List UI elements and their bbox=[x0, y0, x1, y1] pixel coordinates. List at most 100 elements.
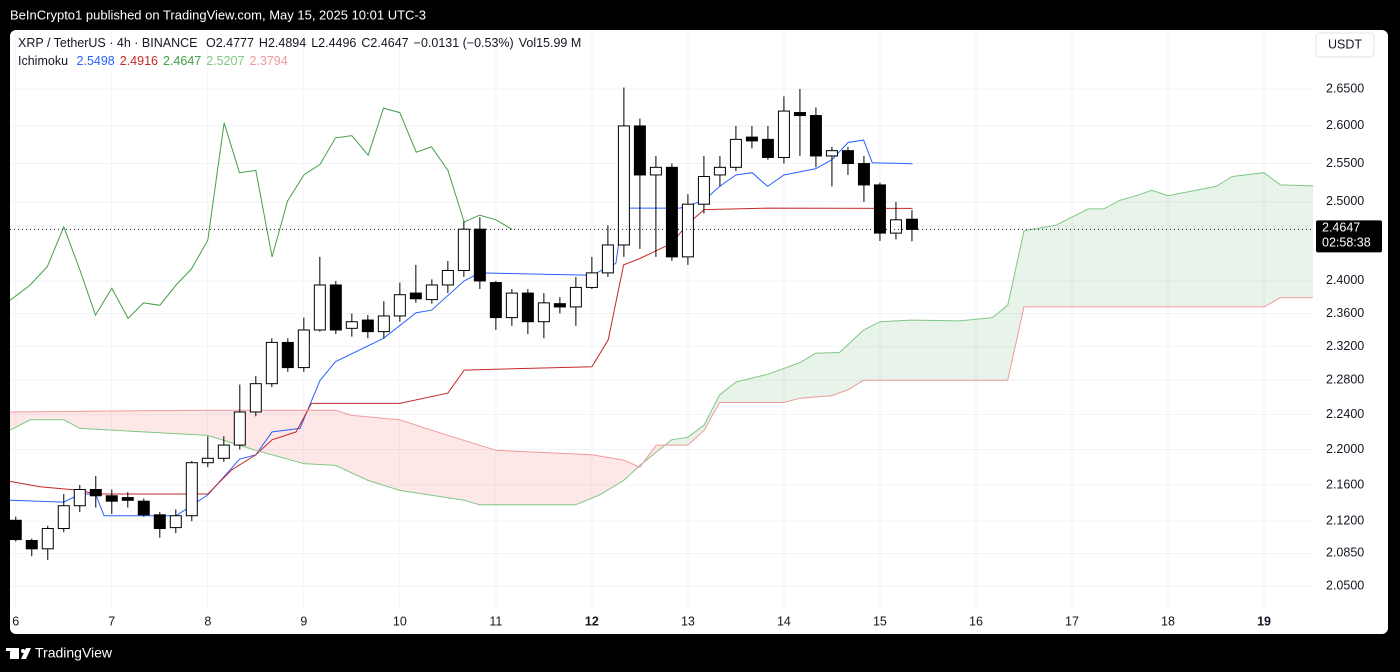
symbol-legend: XRP / TetherUS · 4h · BINANCE O2.4777 H2.… bbox=[18, 36, 586, 50]
candle-body bbox=[25, 539, 38, 550]
x-tick-label: 9 bbox=[300, 614, 307, 628]
candle-body bbox=[729, 138, 742, 168]
indicator-legend: Ichimoku 2.5498 2.4916 2.4647 2.5207 2.3794 bbox=[18, 54, 293, 68]
indicator-value: 2.5207 bbox=[206, 54, 245, 68]
candle-body bbox=[153, 514, 166, 530]
last-price-box bbox=[1316, 220, 1382, 253]
indicator-name: Ichimoku bbox=[18, 54, 69, 68]
x-tick-label: 19 bbox=[1257, 614, 1271, 628]
candle-body bbox=[105, 495, 118, 502]
footer-logo bbox=[6, 648, 31, 659]
y-tick-label: 2.5000 bbox=[1326, 194, 1364, 208]
ohlc-letter: H bbox=[258, 36, 268, 50]
candle-body bbox=[873, 184, 886, 234]
candle-body bbox=[457, 228, 470, 271]
candle-body bbox=[505, 292, 518, 319]
ohlc-item: O2.4777 bbox=[206, 36, 254, 50]
indicator-value: 2.4916 bbox=[119, 54, 158, 68]
ohlc-value: 2.4647 bbox=[370, 36, 409, 50]
y-tick-label: 2.6500 bbox=[1326, 81, 1364, 95]
candle-body bbox=[617, 125, 630, 246]
y-tick-label: 2.1600 bbox=[1326, 477, 1364, 491]
symbol: XRP / TetherUS · 4h · BINANCE bbox=[18, 36, 198, 50]
candle-body bbox=[121, 497, 134, 501]
y-tick-label: 2.6000 bbox=[1326, 118, 1364, 132]
candle-body bbox=[665, 166, 678, 258]
candle-body bbox=[73, 488, 86, 507]
candle-body bbox=[425, 284, 438, 301]
axes: 2.0500 2.0850 2.1200 2.1600 2.2000 2.2400 2.28… bbox=[12, 81, 1382, 628]
candle-body bbox=[601, 244, 614, 274]
candle-body bbox=[169, 515, 182, 529]
candle-body bbox=[217, 444, 230, 459]
x-tick-label: 18 bbox=[1161, 614, 1175, 628]
chart-panel bbox=[10, 30, 1388, 634]
candle-body bbox=[745, 136, 758, 142]
candle-body bbox=[233, 411, 246, 446]
x-tick-label: 13 bbox=[681, 614, 695, 628]
x-tick-label: 10 bbox=[393, 614, 407, 628]
candle-body bbox=[201, 457, 214, 464]
ohlc-item: H2.4894 bbox=[259, 36, 306, 50]
ohlc-value: 2.4894 bbox=[267, 36, 307, 50]
candle-body bbox=[649, 166, 662, 176]
candle-body bbox=[361, 319, 374, 333]
candle-body bbox=[377, 315, 390, 333]
currency-label: USDT bbox=[1328, 37, 1362, 51]
indicator-line bbox=[10, 107, 513, 320]
candle-body bbox=[793, 112, 806, 117]
y-tick-label: 2.2400 bbox=[1326, 407, 1364, 421]
ohlc-item: L2.4496 bbox=[311, 36, 356, 50]
ohlc-letter: O bbox=[205, 36, 216, 50]
candle-body bbox=[297, 329, 310, 369]
indicator-value: 2.4647 bbox=[162, 54, 202, 68]
ohlc-letter: C bbox=[361, 36, 371, 50]
y-tick-label: 2.2000 bbox=[1326, 442, 1364, 456]
candle-body bbox=[41, 528, 54, 550]
candle-body bbox=[89, 488, 102, 497]
currency-box[interactable] bbox=[1315, 32, 1375, 58]
ohlc-item: C2.4647 bbox=[361, 36, 408, 50]
candle-body bbox=[777, 110, 790, 158]
candle-body bbox=[249, 383, 262, 413]
x-tick-label: 14 bbox=[777, 614, 791, 628]
candle-body bbox=[393, 294, 406, 317]
candle-body bbox=[857, 163, 870, 186]
candle-body bbox=[841, 150, 854, 165]
cloud bbox=[10, 410, 639, 505]
x-tick-label: 6 bbox=[12, 614, 19, 628]
x-tick-label: 11 bbox=[489, 614, 502, 628]
candle-body bbox=[329, 284, 342, 331]
candle-body bbox=[569, 286, 582, 308]
x-tick-label: 16 bbox=[969, 614, 983, 628]
x-tick-label: 15 bbox=[873, 614, 887, 628]
candle-body bbox=[185, 462, 198, 517]
candle-body bbox=[313, 284, 326, 331]
candle-body bbox=[521, 292, 534, 323]
candle-body bbox=[57, 505, 70, 530]
indicator-line bbox=[10, 207, 913, 495]
candle-body bbox=[537, 302, 550, 323]
y-tick-label: 2.4000 bbox=[1326, 273, 1364, 287]
bar-countdown: 02:58:38 bbox=[1322, 236, 1371, 250]
x-tick-label: 8 bbox=[204, 614, 211, 628]
candle-body bbox=[633, 125, 646, 176]
candle-body bbox=[137, 500, 150, 516]
candle-body bbox=[585, 272, 598, 288]
x-tick-label: 12 bbox=[585, 614, 599, 628]
ohlc-letter: L bbox=[311, 36, 319, 50]
candle-body bbox=[681, 203, 694, 258]
candle-body bbox=[489, 282, 502, 319]
y-tick-label: 2.0850 bbox=[1326, 546, 1364, 560]
y-tick-label: 2.0500 bbox=[1326, 579, 1364, 593]
indicator-line bbox=[10, 172, 1313, 506]
x-tick-label: 7 bbox=[108, 614, 115, 628]
candle-body bbox=[409, 292, 422, 300]
indicator-value: 2.5498 bbox=[76, 54, 115, 68]
ohlc-value: 2.4777 bbox=[215, 36, 254, 50]
y-tick-label: 2.3600 bbox=[1326, 306, 1364, 320]
candle-body bbox=[265, 341, 278, 385]
y-tick-label: 2.2800 bbox=[1326, 373, 1364, 387]
